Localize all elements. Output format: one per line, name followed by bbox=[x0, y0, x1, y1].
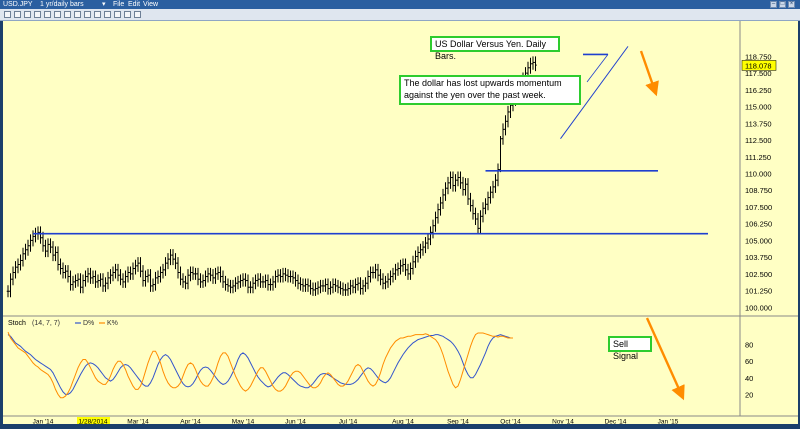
indicator-icon[interactable] bbox=[64, 11, 71, 18]
price-down-arrow bbox=[639, 50, 659, 97]
x-tick-label: 1/28/2014 bbox=[79, 419, 108, 425]
price-tick-label: 103.750 bbox=[745, 253, 772, 262]
zoom-out-icon[interactable] bbox=[44, 11, 51, 18]
print-icon[interactable] bbox=[94, 11, 101, 18]
stoch-tick-label: 20 bbox=[745, 390, 753, 399]
chart-toolbar bbox=[0, 9, 800, 21]
price-tick-label: 116.250 bbox=[745, 86, 772, 95]
x-tick-label: Jun '14 bbox=[285, 419, 306, 425]
callout-line bbox=[586, 54, 609, 83]
highlighted-date-box bbox=[77, 417, 110, 425]
menu-file[interactable]: File bbox=[113, 1, 125, 8]
stoch-legend-params: (14, 7, 7) bbox=[32, 320, 60, 327]
text-tool-icon[interactable] bbox=[24, 11, 31, 18]
zoom-in-icon[interactable] bbox=[34, 11, 41, 18]
momentum-note: The dollar has lost upwards momentum aga… bbox=[399, 75, 581, 105]
price-tick-label: 112.500 bbox=[745, 136, 772, 145]
x-tick-label: Sep '14 bbox=[447, 419, 469, 425]
x-tick-label: Jan '15 bbox=[658, 419, 679, 425]
x-tick-label: May '14 bbox=[232, 419, 255, 425]
menu-edit[interactable]: Edit bbox=[128, 1, 141, 8]
menu-view[interactable]: View bbox=[143, 1, 159, 8]
timeframe-chevron-icon[interactable]: ▾ bbox=[102, 1, 106, 8]
window-title-bar: USD.JPY 1 yr/daily bars ▾ File Edit View… bbox=[0, 0, 800, 9]
sell-signal-note-text: Sell Signal bbox=[613, 339, 639, 361]
stoch-legend-entry: D% bbox=[83, 320, 94, 327]
trendline-tool-icon[interactable] bbox=[14, 11, 21, 18]
price-tick-label: 115.000 bbox=[745, 103, 772, 112]
x-tick-label: Jan '14 bbox=[33, 419, 54, 425]
stoch-legend-entry: K% bbox=[107, 320, 118, 327]
momentum-note-text: The dollar has lost upwards momentum aga… bbox=[404, 78, 562, 100]
refresh-icon[interactable] bbox=[124, 11, 131, 18]
price-tick-label: 107.500 bbox=[745, 203, 772, 212]
sell-signal-note: Sell Signal bbox=[608, 336, 652, 361]
x-tick-label: Dec '14 bbox=[605, 419, 627, 425]
x-tick-label: Nov '14 bbox=[552, 419, 574, 425]
close-icon[interactable]: × bbox=[788, 1, 795, 8]
last-price-box bbox=[741, 60, 777, 71]
save-icon[interactable] bbox=[84, 11, 91, 18]
x-tick-label: Apr '14 bbox=[180, 419, 201, 425]
price-tick-label: 113.750 bbox=[745, 119, 772, 128]
price-tick-label: 106.250 bbox=[745, 220, 772, 229]
symbol-label[interactable]: USD.JPY bbox=[3, 1, 33, 8]
compare-icon[interactable] bbox=[74, 11, 81, 18]
stoch-tick-label: 40 bbox=[745, 374, 753, 383]
x-tick-label: Oct '14 bbox=[500, 419, 521, 425]
price-tick-label: 101.250 bbox=[745, 287, 772, 296]
title-note: US Dollar Versus Yen. Daily Bars. bbox=[430, 36, 560, 61]
x-tick-label: Aug '14 bbox=[392, 419, 414, 425]
timeframe-dropdown[interactable]: 1 yr/daily bars bbox=[40, 1, 84, 8]
price-tick-label: 108.750 bbox=[745, 186, 772, 195]
lock-icon[interactable] bbox=[134, 11, 141, 18]
stoch-legend-title: Stoch bbox=[8, 320, 26, 327]
price-tick-label: 111.250 bbox=[745, 153, 771, 162]
stoch-tick-label: 80 bbox=[745, 341, 753, 350]
price-tick-label: 100.000 bbox=[745, 303, 772, 312]
trendline-rising-channel bbox=[560, 46, 629, 140]
price-tick-label: 105.000 bbox=[745, 236, 772, 245]
stoch-series-line bbox=[7, 331, 513, 399]
title-note-text: US Dollar Versus Yen. Daily Bars. bbox=[435, 39, 547, 61]
maximize-icon[interactable]: □ bbox=[779, 1, 786, 8]
x-tick-label: Mar '14 bbox=[127, 419, 149, 425]
crosshair-tool-icon[interactable] bbox=[4, 11, 11, 18]
stoch-series-line bbox=[7, 334, 511, 395]
price-tick-label: 102.500 bbox=[745, 270, 772, 279]
price-tick-label: 118.750 bbox=[745, 52, 772, 61]
price-tick-label: 117.500 bbox=[745, 69, 772, 78]
minimize-icon[interactable]: – bbox=[770, 1, 777, 8]
price-tick-label: 110.000 bbox=[745, 170, 772, 179]
last-price-label: 118.078 bbox=[745, 61, 772, 70]
settings-icon[interactable] bbox=[104, 11, 111, 18]
link-icon[interactable] bbox=[114, 11, 121, 18]
stoch-down-arrow bbox=[645, 317, 685, 401]
bar-type-icon[interactable] bbox=[54, 11, 61, 18]
x-tick-label: Jul '14 bbox=[339, 419, 358, 425]
stoch-tick-label: 60 bbox=[745, 357, 753, 366]
